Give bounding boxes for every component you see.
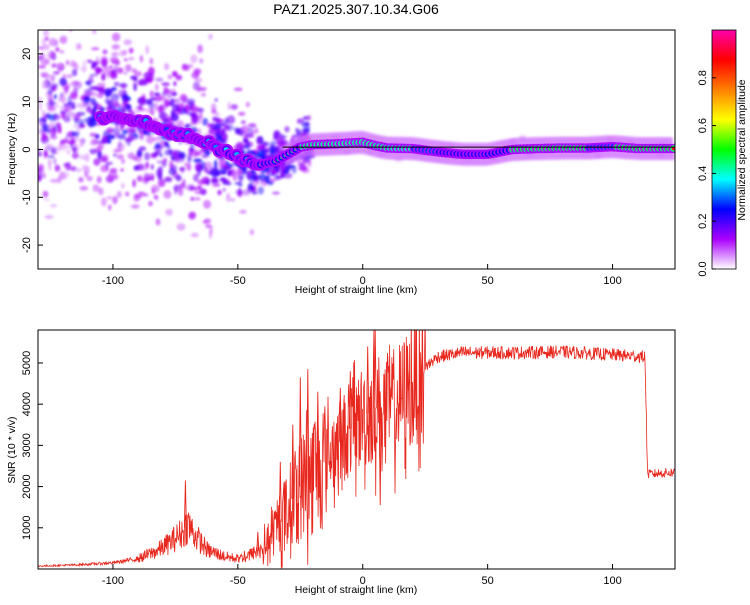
snr-xtick-label: 50	[482, 575, 494, 587]
snr-ytick-label: 1000	[21, 516, 33, 540]
snr-series-line	[38, 330, 675, 569]
snr-spike	[338, 387, 342, 443]
colorbar-tick-label: 0.4	[697, 166, 709, 181]
colorbar-tick-label: 0.6	[697, 118, 709, 133]
snr-xtick-label: 0	[360, 575, 366, 587]
snr-ytick-label: 5000	[21, 351, 33, 375]
snr-spike	[183, 480, 187, 528]
snr-spike	[291, 424, 295, 499]
spectrogram-xlabel: Height of straight line (km)	[295, 284, 418, 296]
snr-spike	[256, 531, 260, 551]
snr-spike	[373, 330, 377, 409]
snr-xtick-label: -50	[230, 575, 246, 587]
snr-ytick-label: 2000	[21, 474, 33, 498]
spectrogram-xtick-label: 100	[603, 275, 621, 287]
colorbar: 0.0 0.2 0.4 0.6 0.8 Normalized spectral ampl…	[697, 29, 748, 277]
snr-xtick-label: -100	[102, 575, 124, 587]
snr-spike	[306, 369, 310, 480]
snr-ylabel: SNR (10 * v/v)	[6, 416, 18, 483]
colorbar-gradient	[711, 29, 737, 270]
snr-xlabel: Height of straight line (km)	[295, 584, 418, 596]
spectrogram-ytick-label: 10	[21, 96, 33, 108]
snr-xtick-label: 100	[603, 575, 621, 587]
spectrogram-ylabel: Frequency (Hz)	[6, 113, 18, 185]
spectrogram-ytick-label: 0	[21, 146, 33, 152]
figure-title: PAZ1.2025.307.10.34.G06	[273, 1, 439, 17]
spectrogram-ytick-label: -10	[21, 189, 33, 205]
snr-frame	[37, 329, 676, 570]
spectrogram-xtick-label: 50	[482, 275, 494, 287]
spectrogram-ytick-label: -20	[21, 237, 33, 253]
spectrogram-xtick-label: 0	[360, 275, 366, 287]
snr-spike	[378, 408, 382, 506]
snr-spike	[406, 371, 410, 391]
snr-spike	[366, 346, 370, 414]
snr-ytick-label: 4000	[21, 392, 33, 416]
colorbar-tick-label: 0.0	[697, 261, 709, 276]
colorbar-label: Normalized spectral amplitude	[736, 79, 748, 220]
colorbar-tick-label: 0.2	[697, 214, 709, 229]
spectrogram-ytick-label: 20	[21, 48, 33, 60]
snr-spike	[316, 391, 320, 468]
snr-spike	[298, 377, 302, 487]
snr-plot: -100 -50 0 50 100 1000 2000 3000 4000 5000 Height…	[6, 329, 676, 596]
snr-spike	[348, 371, 352, 429]
spectrogram-ridge	[93, 109, 675, 171]
spectrogram-xtick-label: -50	[230, 275, 246, 287]
spectrogram-halo	[282, 130, 675, 168]
colorbar-tick-label: 0.8	[697, 70, 709, 85]
snr-spike	[278, 461, 282, 523]
spectrogram-xtick-label: -100	[102, 275, 124, 287]
snr-ytick-label: 3000	[21, 433, 33, 457]
